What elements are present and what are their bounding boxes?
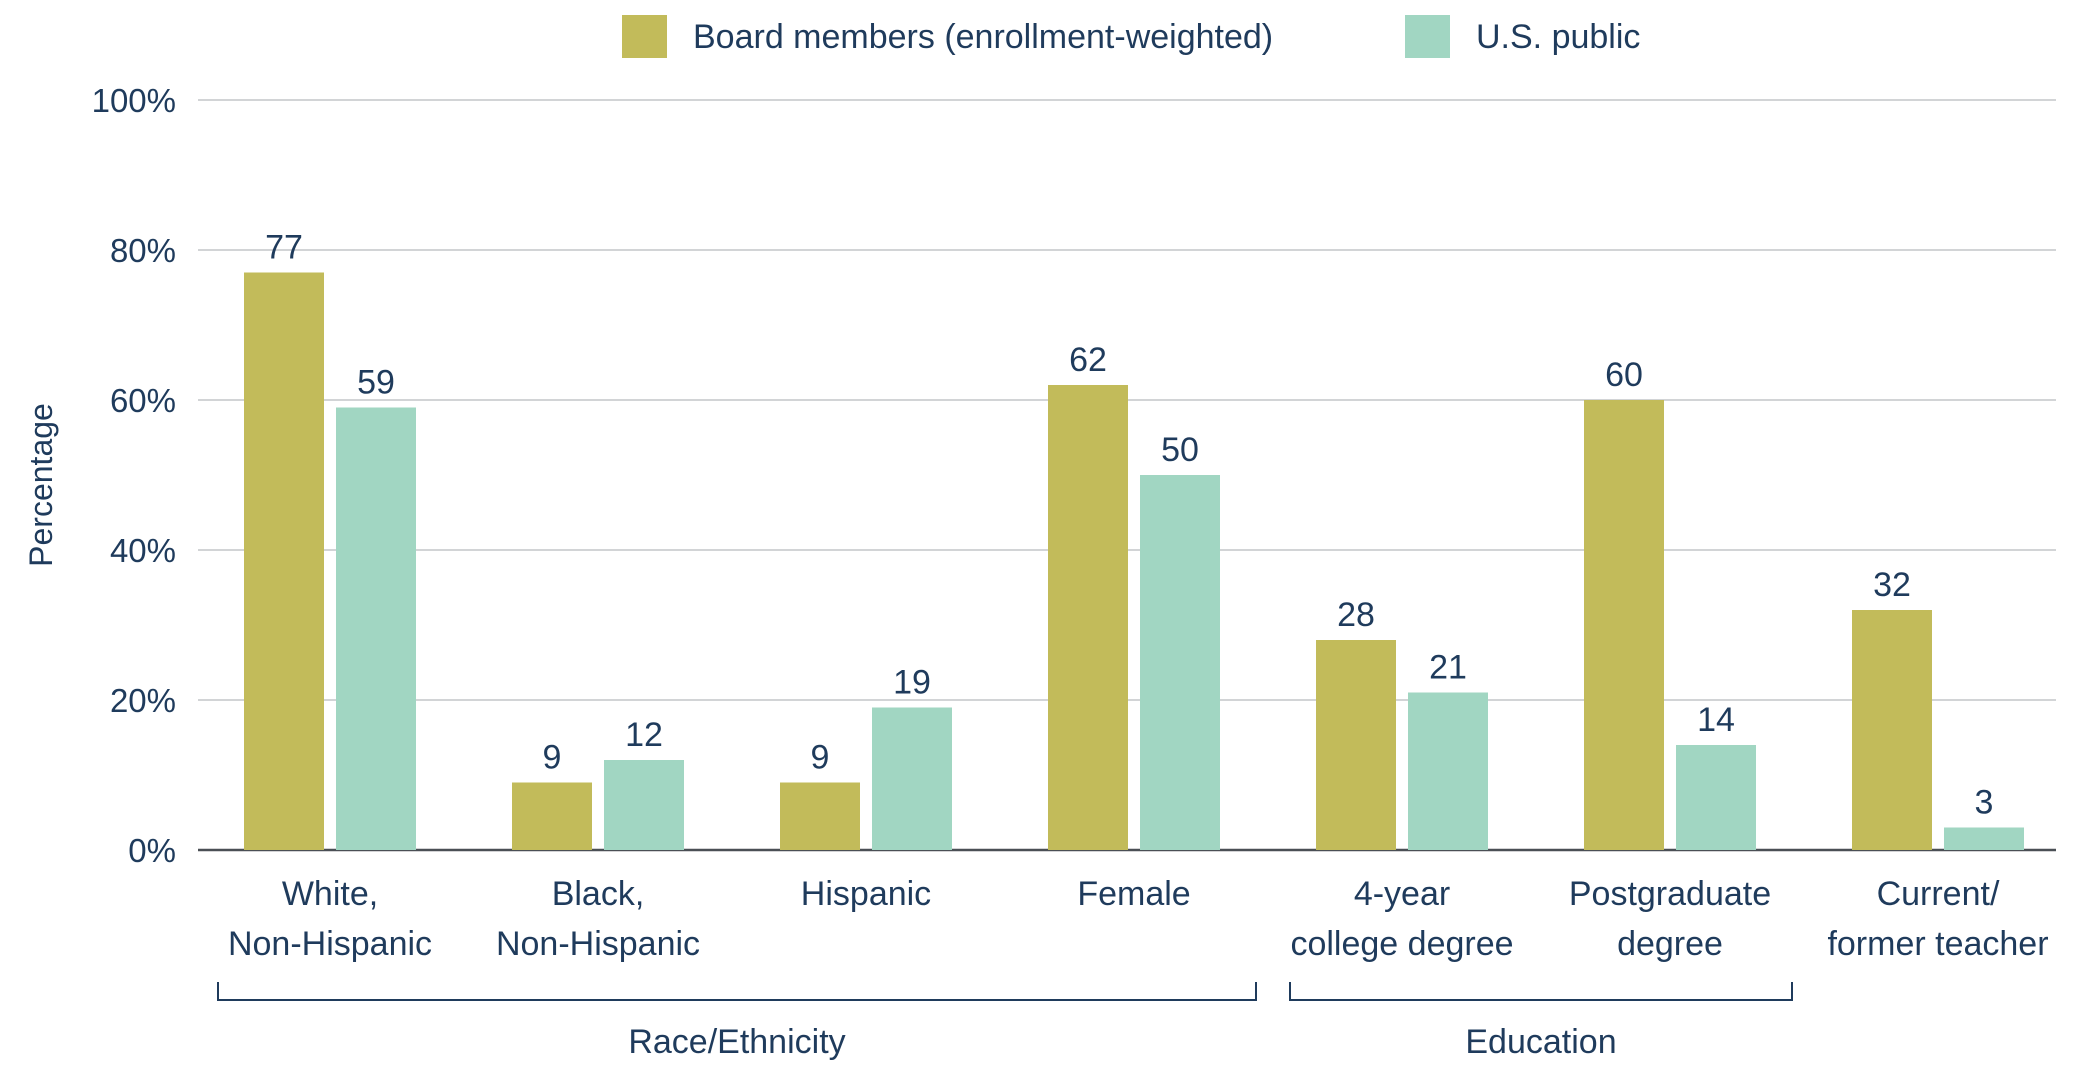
data-label: 19 (893, 664, 931, 702)
legend-swatch (622, 15, 667, 58)
legend-swatch (1405, 15, 1450, 58)
data-label: 9 (811, 739, 830, 777)
data-label: 32 (1873, 566, 1911, 604)
category-label: Black, Non-Hispanic (496, 875, 700, 963)
bar-us-public (1408, 692, 1488, 850)
category-label: White, Non-Hispanic (228, 875, 432, 963)
data-label: 62 (1069, 341, 1107, 379)
bars (244, 272, 2024, 850)
bar-us-public (336, 407, 416, 850)
data-label: 28 (1337, 596, 1375, 634)
legend-label: Board members (enrollment-weighted) (693, 18, 1273, 56)
data-label: 50 (1161, 431, 1199, 469)
data-label: 77 (265, 229, 303, 267)
y-tick-label: 80% (110, 232, 176, 269)
group-label: Education (1465, 1023, 1616, 1061)
data-label: 12 (625, 716, 663, 754)
bar-us-public (1140, 475, 1220, 850)
legend: Board members (enrollment-weighted) U.S. … (622, 15, 1640, 58)
bar-us-public (872, 707, 952, 850)
legend-label: U.S. public (1476, 18, 1640, 56)
category-label: Hispanic (801, 875, 931, 913)
y-tick-label: 40% (110, 532, 176, 569)
category-labels: White, Non-Hispanic Black, Non-Hispanic Hisp… (228, 875, 2049, 963)
bar-board-members (512, 782, 592, 850)
bar-us-public (604, 760, 684, 850)
data-label: 60 (1605, 356, 1643, 394)
category-label: Postgraduate degree (1569, 875, 1771, 963)
y-tick-label: 20% (110, 682, 176, 719)
y-tick-label: 100% (92, 82, 176, 119)
data-label: 9 (543, 739, 562, 777)
category-label: Current/former teacher (1827, 875, 2048, 963)
group-brackets: Race/Ethnicity Education (217, 982, 1793, 1061)
group-bracket (217, 982, 1257, 1001)
y-tick-label: 0% (128, 832, 176, 869)
data-label: 3 (1975, 784, 1994, 822)
bar-board-members (1316, 640, 1396, 850)
data-label: 59 (357, 364, 395, 402)
bar-board-members (244, 272, 324, 850)
bar-board-members (1048, 385, 1128, 850)
category-label: Female (1077, 875, 1190, 913)
y-axis-label: Percentage (23, 403, 59, 567)
data-label: 21 (1429, 649, 1467, 687)
bar-us-public (1676, 745, 1756, 850)
group-label: Race/Ethnicity (628, 1023, 845, 1061)
bar-board-members (1584, 400, 1664, 850)
group-bracket (1289, 982, 1793, 1001)
bar-us-public (1944, 827, 2024, 850)
y-tick-label: 60% (110, 382, 176, 419)
bar-board-members (780, 782, 860, 850)
category-label: 4-year college degree (1290, 875, 1513, 963)
bar-board-members (1852, 610, 1932, 850)
data-labels: 77 9 9 62 28 60 32 59 12 19 50 21 14 3 (265, 229, 1993, 822)
data-label: 14 (1697, 701, 1735, 739)
y-axis-ticks: 0% 20% 40% 60% 80% 100% (92, 82, 176, 869)
